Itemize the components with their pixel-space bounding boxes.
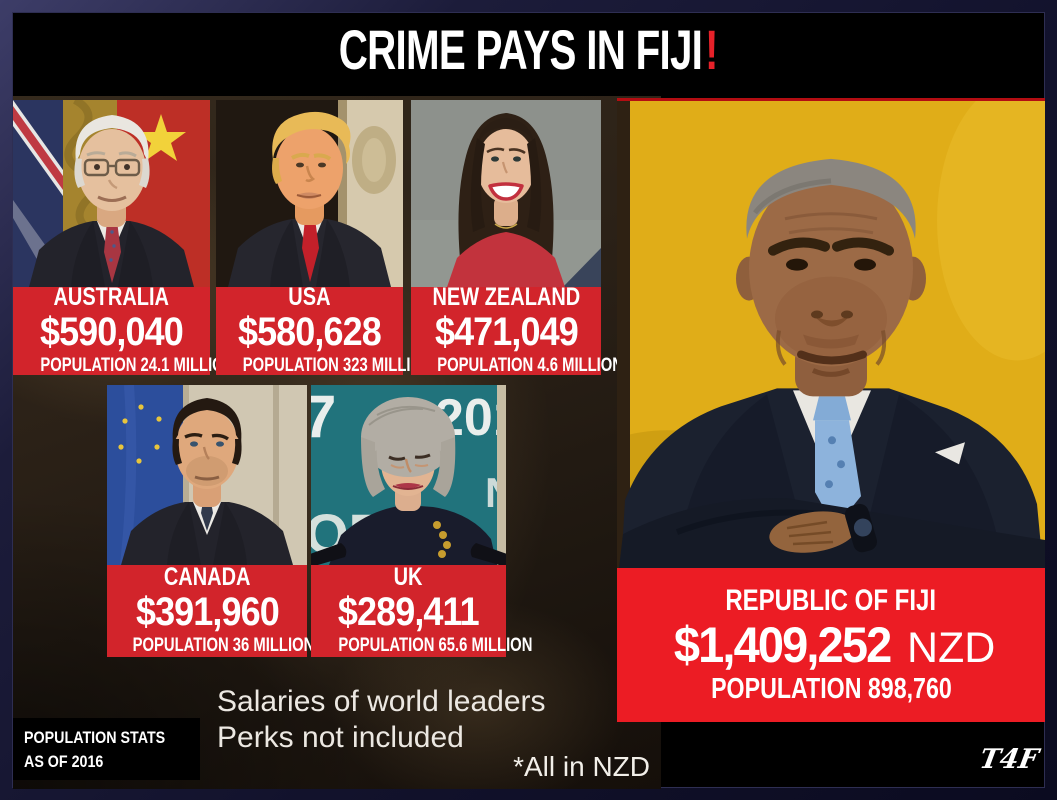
fiji-population-value: POPULATION 898,760: [710, 673, 952, 706]
portrait-usa: [216, 100, 403, 287]
fiji-country-name: REPUBLIC OF FIJI: [725, 583, 937, 617]
population-value: POPULATION 36 MILLION: [132, 635, 315, 657]
country-name: NEW ZEALAND: [432, 282, 580, 311]
leader-card-australia: AUSTRALIA $590,040 POPULATION 24.1 MILLI…: [13, 100, 235, 377]
country-name: CANADA: [163, 562, 251, 591]
country-name: UK: [394, 562, 423, 591]
population-stats-line2: AS OF 2016: [24, 751, 104, 771]
leader-card-new-zealand: NEW ZEALAND $471,049 POPULATION 4.6 MILL…: [411, 100, 624, 377]
country-name: AUSTRALIA: [53, 282, 170, 311]
leader-card-usa: USA $580,628 POPULATION 323 MILLION: [216, 100, 433, 377]
salary-value: $590,040: [40, 310, 184, 355]
portrait-australia: [13, 100, 210, 287]
salary-value: $391,960: [135, 590, 280, 635]
portrait-uk-photo: 7 201 OP N: [311, 385, 506, 565]
portrait-fiji: [617, 98, 1045, 568]
salary-value: $580,628: [238, 310, 382, 355]
label-box-usa: USA $580,628 POPULATION 323 MILLION: [216, 282, 433, 377]
fiji-salary-value: $1,409,252: [673, 616, 892, 673]
portrait-canada-photo: [107, 385, 307, 565]
salaries-caption: Salaries of world leaders Perks not incl…: [217, 684, 546, 756]
salary-value: $289,411: [338, 590, 480, 635]
portrait-new-zealand: [411, 100, 601, 287]
population-stats-note: POPULATION STATS AS OF 2016: [13, 718, 200, 780]
leader-card-canada: CANADA $391,960 POPULATION 36 MILLION: [107, 385, 315, 657]
population-value: POPULATION 65.6 MILLION: [338, 635, 533, 657]
portrait-canada: [107, 385, 307, 565]
title-exclamation: !: [705, 18, 719, 81]
label-box-canada: CANADA $391,960 POPULATION 36 MILLION: [107, 562, 315, 657]
portrait-uk: 7 201 OP N: [311, 385, 506, 565]
salary-value: $471,049: [434, 310, 579, 355]
currency-footnote: *All in NZD: [513, 751, 650, 782]
portrait-australia-photo: [13, 100, 210, 287]
country-name: USA: [288, 282, 331, 311]
fiji-salary-line: $1,409,252 NZD: [617, 619, 1045, 672]
watermark-signature: T4F: [977, 744, 1041, 775]
fiji-panel: REPUBLIC OF FIJI $1,409,252 NZD POPULATIO…: [617, 98, 1045, 722]
label-box-australia: AUSTRALIA $590,040 POPULATION 24.1 MILLI…: [13, 282, 235, 377]
population-stats-line1: POPULATION STATS: [24, 728, 166, 747]
fiji-currency-label: NZD: [906, 623, 996, 672]
backdrop-text-fragment: 7: [311, 385, 336, 450]
label-box-uk: UK $289,411 POPULATION 65.6 MILLION: [311, 562, 533, 657]
population-value: POPULATION 4.6 MILLION: [437, 355, 624, 377]
label-box-new-zealand: NEW ZEALAND $471,049 POPULATION 4.6 MILL…: [411, 282, 624, 377]
title-text: CRIME PAYS IN FIJI: [338, 18, 703, 81]
population-value: POPULATION 323 MILLION: [242, 355, 433, 377]
portrait-usa-photo: [216, 100, 403, 287]
label-box-fiji: REPUBLIC OF FIJI $1,409,252 NZD POPULATIO…: [617, 568, 1045, 722]
caption-line2: Perks not included: [217, 721, 464, 754]
poster-title: CRIME PAYS IN FIJI!: [12, 18, 1045, 82]
portrait-new-zealand-photo: [411, 100, 601, 287]
caption-line1: Salaries of world leaders: [217, 685, 546, 718]
leader-card-uk: 7 201 OP N: [311, 385, 533, 657]
population-value: POPULATION 24.1 MILLION: [40, 355, 235, 377]
portrait-fiji-photo: [617, 101, 1045, 568]
